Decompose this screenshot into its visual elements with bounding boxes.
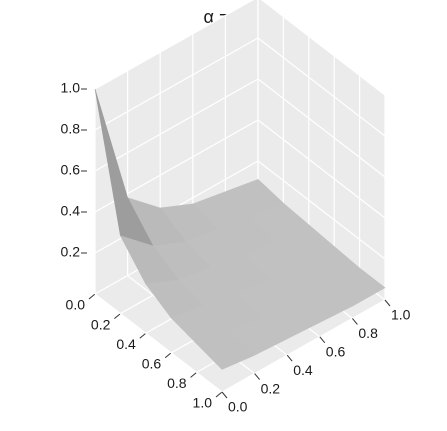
x-tick-label: 1.0 [193,395,213,411]
grid-line [221,299,386,393]
y-tick-label: 0.2 [261,380,281,396]
grid-line [257,160,386,260]
grid-line [260,0,386,96]
y-tick [352,318,358,325]
y-tick [384,299,391,307]
grid-line [94,0,254,90]
y-tick-label: 0.4 [293,362,313,378]
y-tick [319,336,326,344]
grid-line [94,37,259,131]
x-tick [190,372,197,378]
y-tick-label: 0.0 [228,399,248,415]
grid-line [257,78,386,178]
x-tick [215,391,223,398]
z-tick-label: 0.8 [61,121,81,137]
x-tick [88,293,96,300]
grid-line [257,37,386,137]
x-tick-label: 0.0 [66,297,86,313]
y-tick-label: 0.6 [326,344,346,360]
z-tick-label: 0.2 [61,244,81,260]
y-tick [286,354,293,362]
grid-line [94,293,223,393]
x-tick [139,332,147,339]
x-tick-label: 0.8 [167,375,187,391]
x-tick-label: 0.2 [91,316,111,332]
x-tick [114,313,121,319]
y-tick-label: 0.8 [358,325,378,341]
z-tick-label: 0.6 [61,162,81,178]
grid-line [257,119,386,219]
x-tick [164,352,172,359]
z-tick-label: 1.0 [61,80,81,96]
surface-patch [196,331,256,370]
z-tick-label: 0.4 [61,203,81,219]
y-tick [254,373,260,380]
x-tick-label: 0.6 [142,356,162,372]
y-tick [221,391,228,399]
y-tick-label: 1.0 [391,307,411,323]
x-tick-label: 0.4 [116,336,136,352]
grid-line [94,78,259,172]
